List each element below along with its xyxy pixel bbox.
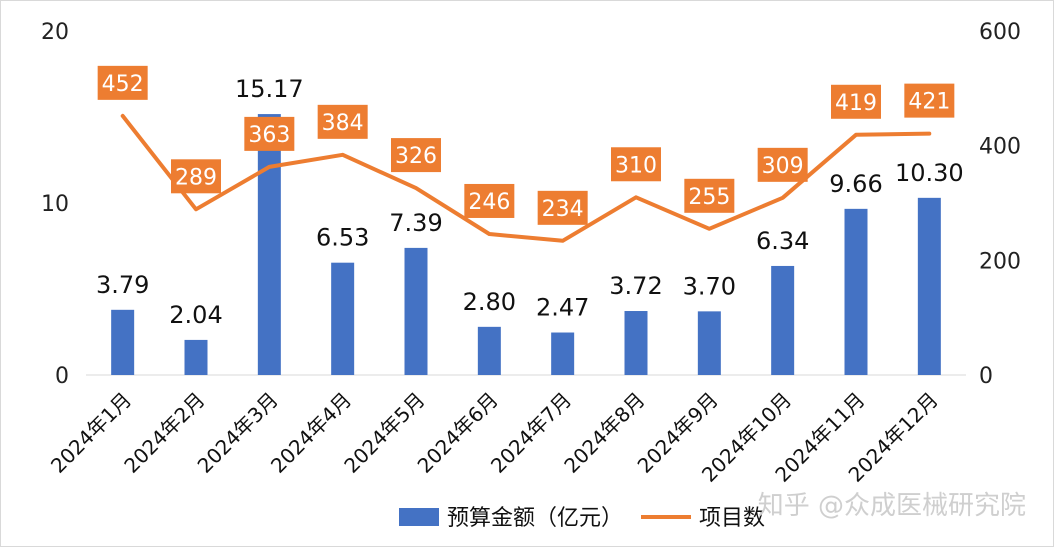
bar xyxy=(697,311,721,375)
line-data-label: 309 xyxy=(762,154,804,179)
bar-data-label: 3.70 xyxy=(683,272,736,300)
legend-bar-label: 预算金额（亿元） xyxy=(447,506,623,531)
line-data-label-box xyxy=(464,183,515,218)
line-data-label: 255 xyxy=(688,185,730,210)
x-tick-labels: 2024年1月2024年2月2024年3月2024年4月2024年5月2024年… xyxy=(46,388,943,487)
bar-data-label: 15.17 xyxy=(235,75,304,103)
bar-data-label: 9.66 xyxy=(829,170,882,198)
y-left-tick-label: 20 xyxy=(41,20,69,45)
bar-data-label: 10.30 xyxy=(895,159,964,187)
y-right-tick-label: 0 xyxy=(979,364,993,389)
line-series xyxy=(120,113,932,243)
bar xyxy=(477,326,501,375)
bar-data-label: 3.79 xyxy=(96,271,149,299)
bar xyxy=(844,208,868,375)
bar xyxy=(184,339,208,375)
bar-data-label: 7.39 xyxy=(389,209,442,237)
line-data-label: 246 xyxy=(468,190,510,215)
line-data-label: 384 xyxy=(322,111,364,136)
line-labels: 452 289 363 384 326 246 234 310 255 309 419 421 xyxy=(97,65,955,225)
bar-data-label: 2.04 xyxy=(169,301,222,329)
line-data-label-box xyxy=(831,84,881,119)
bar-data-label: 6.34 xyxy=(756,227,809,255)
line-data-label: 310 xyxy=(615,153,657,178)
legend-bar-swatch xyxy=(399,508,439,526)
line-path xyxy=(120,113,932,243)
bar xyxy=(331,262,355,375)
bar-data-label: 2.80 xyxy=(463,288,516,316)
line-data-label-box xyxy=(757,147,808,182)
line-data-label-box xyxy=(904,83,955,118)
bar-series xyxy=(111,114,941,376)
bar xyxy=(257,114,281,376)
bar-data-label: 6.53 xyxy=(316,224,369,252)
bar xyxy=(771,265,795,375)
bar xyxy=(917,197,941,375)
legend-line-label: 项目数 xyxy=(699,506,765,531)
line-data-label: 289 xyxy=(175,165,217,190)
bar-labels: 3.79 2.04 15.17 6.53 7.39 2.80 2.47 3.72 3.70 6.3… xyxy=(96,75,964,329)
bar-data-label: 3.72 xyxy=(609,272,662,300)
line-data-label: 419 xyxy=(835,91,877,116)
bar xyxy=(551,332,575,375)
line-data-label-box xyxy=(611,147,661,182)
line-data-label: 326 xyxy=(395,144,437,169)
y-right-tick-label: 600 xyxy=(979,20,1021,45)
line-data-label-box xyxy=(317,104,368,139)
bar xyxy=(404,247,428,375)
bar xyxy=(624,311,648,375)
line-data-label-box xyxy=(97,65,148,100)
watermark: 知乎 @众成医械研究院 xyxy=(758,491,1026,521)
line-data-label-box xyxy=(391,138,441,173)
bar xyxy=(111,309,135,375)
y-left-tick-label: 10 xyxy=(41,192,69,217)
line-data-label: 234 xyxy=(542,197,584,222)
line-data-label: 452 xyxy=(102,72,144,97)
bar-data-label: 2.47 xyxy=(536,294,589,322)
line-data-label-box xyxy=(171,159,221,194)
line-data-label-box xyxy=(684,178,735,213)
line-data-label-box xyxy=(537,190,588,225)
y-right-tick-label: 200 xyxy=(979,249,1021,274)
legend: 预算金额（亿元） 项目数 xyxy=(399,506,765,531)
line-data-label-box xyxy=(244,116,295,151)
line-data-label: 421 xyxy=(908,90,950,115)
y-left-tick-label: 0 xyxy=(55,364,69,389)
y-right-tick-label: 400 xyxy=(979,135,1021,160)
line-data-label: 363 xyxy=(248,123,290,148)
